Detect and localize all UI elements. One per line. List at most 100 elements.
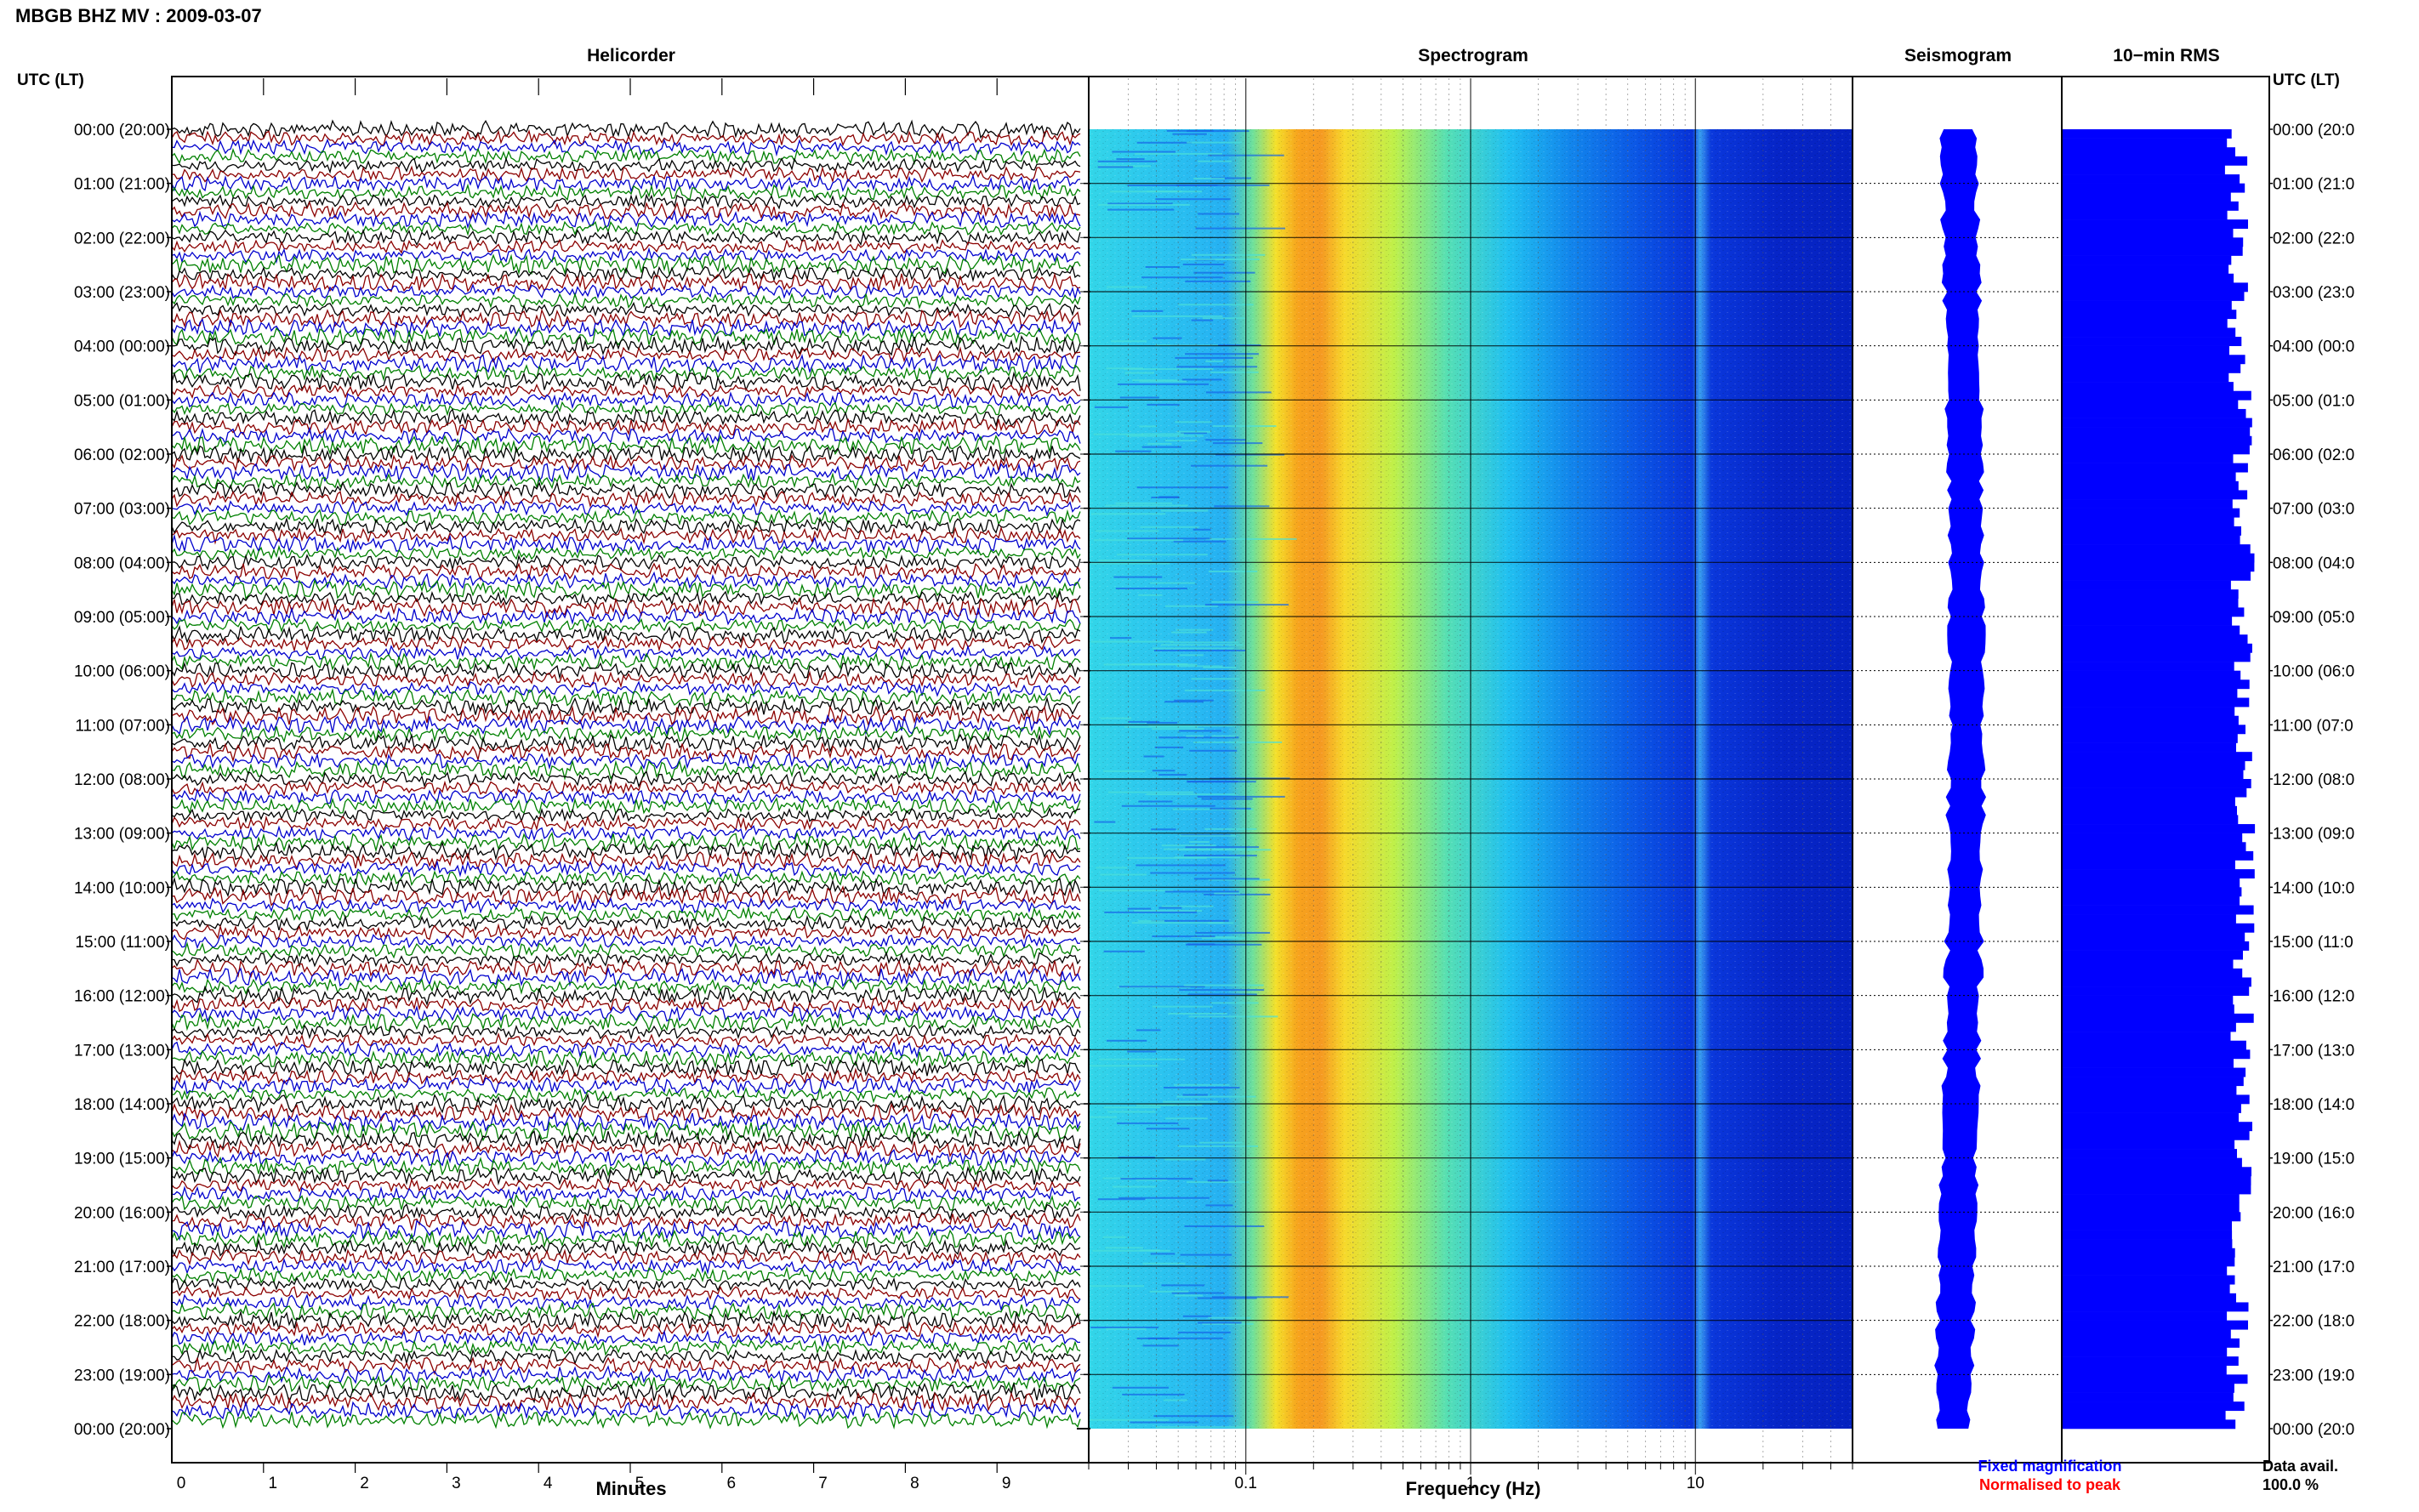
spectrogram-streak [1136,1104,1203,1106]
spectrogram-streak [1138,920,1164,923]
spectrogram-streak [1187,993,1257,996]
helicorder-trace-row [171,401,1081,417]
helicorder-x-tick-label: 2 [360,1475,369,1492]
helicorder-trace-row [171,840,1081,861]
spectrogram-streak [1185,280,1251,282]
spectrogram-streak [1210,807,1251,810]
helicorder-trace-row [171,806,1081,824]
rms-bar [2062,264,2229,275]
helicorder-trace-row [171,1211,1081,1231]
data-avail-label: Data avail. [2262,1458,2338,1475]
rms-bar [2062,219,2248,230]
legend-normalised-to-peak: Normalised to peak [1979,1476,2121,1493]
spectrogram-streak [1177,1331,1231,1333]
spectrogram-streak [1164,890,1239,893]
helicorder-trace-row [171,391,1081,409]
time-label-right: 22:00 (18:0 [2273,1313,2354,1331]
data-avail-value: 100.0 % [2262,1476,2319,1493]
helicorder-trace-row [171,934,1081,950]
helicorder-trace-row [171,247,1081,264]
spectrogram-streak [1147,403,1180,406]
spectrogram-grid [1088,78,1853,1475]
spectrogram-streak [1212,1296,1289,1299]
helicorder-trace-row [171,624,1081,645]
rms-bar [2062,1410,2226,1420]
rms-bar [2062,833,2243,843]
time-label-left: 20:00 (16:00) [74,1204,170,1222]
spectrogram-streak [1136,1337,1170,1339]
spectrogram-streak [1161,905,1214,907]
spectrogram-streak [1191,678,1240,680]
rms-bar [2062,1320,2248,1330]
spectrogram-streak [1106,1327,1147,1330]
spectrogram-streak [1089,1065,1158,1067]
helicorder-xlabel: Minutes [595,1478,666,1499]
helicorder-trace-row [171,696,1081,717]
spectrogram-streak [1118,1197,1210,1199]
rms-bar [2062,138,2228,148]
spectrogram-streak [1089,562,1170,565]
spectrogram-streak [1214,505,1270,508]
spectrogram-streak [1102,1236,1126,1238]
helicorder-trace-row [171,733,1081,753]
rms-bar [2062,1293,2236,1303]
spectrogram-streak [1131,310,1164,312]
helicorder-trace-row [171,371,1081,392]
spectrogram-streak [1097,166,1134,168]
spectrogram-streak [1127,907,1152,910]
spectrogram-streak [1089,1116,1118,1118]
rms-bars [2062,129,2256,1430]
helicorder-trace-row [171,680,1081,698]
spectrogram-streak [1141,276,1223,279]
spectrogram-streak [1171,1292,1225,1294]
helicorder-trace-row [171,346,1081,363]
rms-bar [2062,553,2255,563]
rms-bar [2062,670,2241,680]
helicorder-trace-row [171,1265,1081,1285]
helicorder-trace-row [171,1156,1081,1178]
helicorder-trace-row [171,978,1081,996]
spectrogram-streak [1214,892,1241,895]
helicorder-trace-row [171,1329,1081,1348]
rms-bar [2062,797,2235,807]
helicorder-trace-row [171,417,1081,436]
rms-bar [2062,905,2254,915]
rms-bar [2062,1275,2235,1285]
rms-bar [2062,273,2234,283]
time-label-right: 17:00 (13:0 [2273,1042,2354,1060]
time-label-left: 21:00 (17:00) [74,1259,170,1276]
time-label-left: 10:00 (06:00) [74,663,170,681]
helicorder-trace-row [171,1093,1081,1116]
spectrogram-streak [1210,1002,1259,1004]
spectrogram-streak [1096,530,1159,532]
rms-bar [2062,1122,2252,1132]
spectrogram-streak [1152,770,1175,772]
helicorder-trace-row [171,1248,1081,1266]
rms-bar [2062,1022,2236,1032]
helicorder-trace-row [171,1004,1081,1023]
spectrogram-streak [1161,1284,1205,1287]
spectrogram-streak [1158,736,1239,739]
helicorder-trace-row [171,1276,1081,1293]
helicorder-trace-row [171,526,1081,545]
time-label-left: 14:00 (10:00) [74,879,170,897]
legend-fixed-magnification: Fixed magnification [1978,1458,2121,1475]
spectrogram-streak [1090,1327,1159,1328]
rms-bar [2062,1185,2251,1195]
helicorder-trace-row [171,201,1081,221]
spectrogram-streak [1181,259,1260,260]
spectrogram-streak [1112,1386,1169,1389]
rms-bar [2062,932,2245,942]
spectrogram-streak [1182,1094,1208,1096]
helicorder-trace-row [171,876,1081,898]
time-label-left: 18:00 (14:00) [74,1096,170,1114]
spectrogram-streak [1147,1337,1223,1339]
spectrogram-streaks [1089,129,1297,1429]
helicorder-trace-row [171,832,1081,853]
spectrogram-streak [1170,641,1239,644]
helicorder-trace-row [171,508,1081,526]
spectrogram-streak [1202,1322,1254,1325]
spectrogram-streak [1187,1181,1249,1184]
spectrogram-streak [1206,391,1272,394]
spectrogram-streak [1176,1095,1256,1098]
